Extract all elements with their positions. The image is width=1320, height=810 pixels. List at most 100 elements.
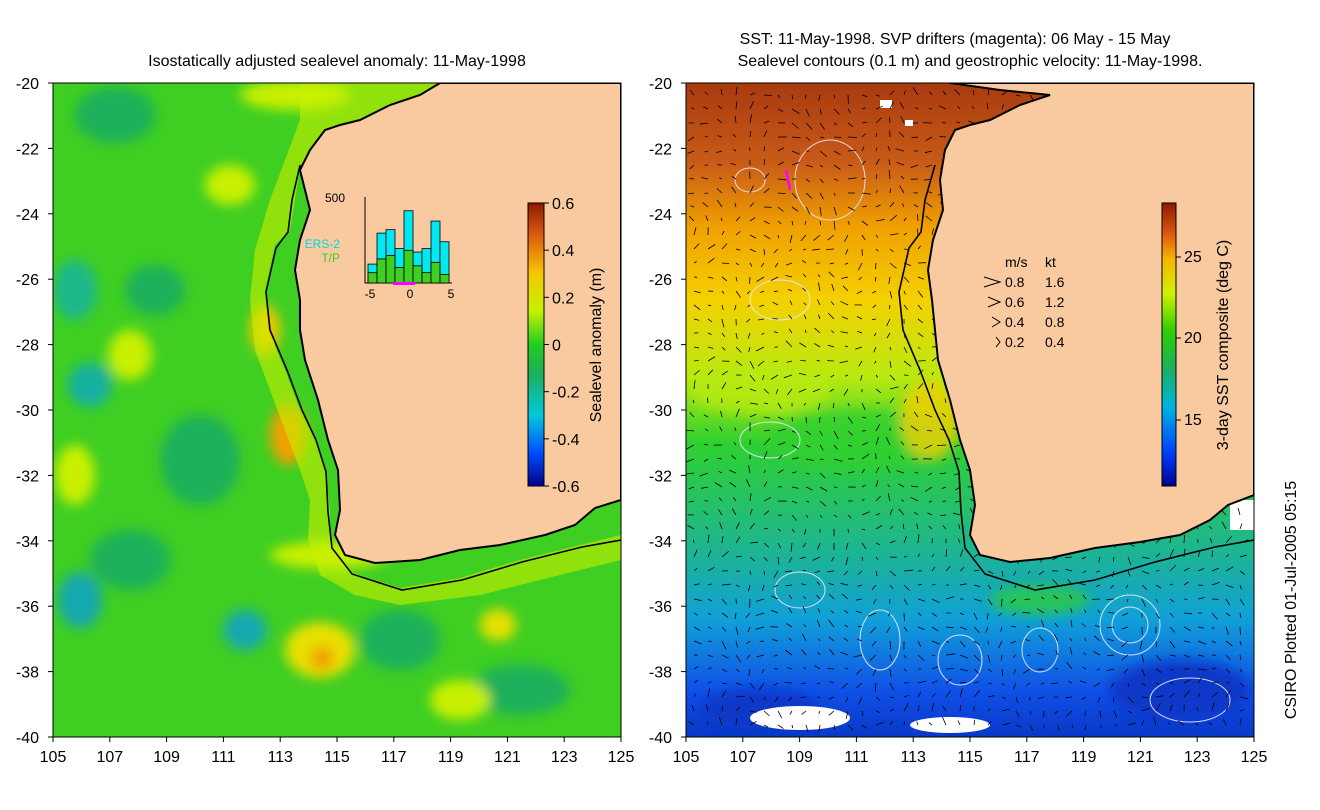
velocity-arrow [1121, 654, 1129, 661]
velocity-arrow [791, 192, 798, 199]
velocity-arrow [924, 414, 933, 418]
velocity-arrow [968, 120, 975, 124]
velocity-arrow [875, 374, 879, 378]
velocity-arrow [763, 438, 771, 446]
sst-tick-20: 20 [1184, 330, 1202, 347]
velocity-arrow [938, 105, 947, 110]
velocity-arrow [1107, 638, 1115, 642]
velocity-arrow [875, 174, 878, 180]
velocity-arrow [844, 624, 849, 628]
velocity-arrow [871, 584, 877, 590]
velocity-arrow [707, 667, 713, 670]
velocity-arrow [704, 192, 709, 194]
velocity-arrow [917, 228, 919, 236]
velocity-arrow [686, 444, 695, 450]
velocity-arrow [800, 234, 807, 242]
velocity-arrow [895, 148, 905, 152]
velocity-arrow [1053, 634, 1059, 642]
velocity-arrow [791, 94, 794, 100]
velocity-arrow [1093, 651, 1101, 656]
velocity-arrow [833, 108, 840, 115]
velocity-arrow [773, 331, 779, 334]
velocity-arrow [1211, 667, 1217, 670]
velocity-arrow [1010, 640, 1017, 644]
velocity-arrow [1196, 707, 1199, 712]
velocity-arrow [699, 472, 709, 477]
velocity-arrow [828, 271, 835, 278]
velocity-arrow [717, 105, 723, 110]
velocity-arrow [1239, 717, 1242, 726]
velocity-arrow [731, 175, 737, 180]
velocity-arrow [973, 681, 980, 684]
velocity-arrow [689, 412, 695, 418]
velocity-arrow [786, 623, 793, 628]
velocity-arrow [973, 612, 978, 620]
velocity-arrow [899, 101, 905, 110]
velocity-arrow [833, 94, 836, 99]
velocity-arrow [1013, 570, 1017, 576]
velocity-arrow [693, 346, 700, 349]
velocity-arrow [786, 262, 793, 266]
velocity-arrow [1169, 626, 1176, 633]
velocity-arrow [788, 289, 793, 292]
velocity-arrow [816, 359, 821, 362]
velocity-arrow [987, 584, 992, 590]
velocity-arrow [749, 508, 753, 516]
velocity-arrow [805, 458, 815, 461]
velocity-arrow [1141, 584, 1148, 591]
velocity-arrow [777, 542, 782, 549]
velocity-arrow [917, 583, 922, 586]
velocity-arrow [1038, 570, 1045, 576]
velocity-arrow [926, 430, 933, 432]
velocity-arrow [902, 523, 905, 530]
velocity-legend-ms: 0.4 [1005, 314, 1025, 330]
velocity-arrow [959, 612, 964, 616]
lat-tick-label: -24 [16, 207, 39, 224]
velocity-arrow [1043, 724, 1046, 729]
velocity-arrow [844, 262, 849, 265]
velocity-arrow [773, 248, 779, 254]
velocity-arrow [721, 370, 728, 376]
velocity-arrow [875, 189, 878, 194]
velocity-arrow [746, 290, 751, 295]
velocity-arrow [1155, 695, 1164, 698]
velocity-arrow [735, 584, 740, 587]
velocity-arrow [833, 458, 843, 462]
lon-tick-label: 115 [957, 749, 983, 766]
velocity-arrow [734, 304, 737, 311]
velocity-arrow [875, 721, 884, 726]
velocity-arrow [917, 680, 927, 684]
velocity-arrow [875, 133, 878, 138]
velocity-arrow [1225, 690, 1232, 698]
velocity-arrow [887, 146, 891, 152]
velocity-arrow [719, 177, 723, 180]
velocity-arrow [819, 108, 822, 115]
velocity-arrow [757, 360, 765, 367]
velocity-arrow [855, 598, 863, 601]
velocity-arrow [903, 721, 905, 726]
velocity-arrow [735, 706, 741, 712]
velocity-arrow [691, 705, 695, 712]
velocity-arrow [763, 94, 772, 96]
velocity-arrow [801, 583, 807, 586]
velocity-arrow [830, 610, 835, 614]
velocity-arrow [833, 486, 838, 488]
velocity-arrow [1065, 568, 1073, 572]
velocity-arrow [917, 213, 919, 222]
velocity-arrow [857, 330, 863, 334]
velocity-legend-header-kt: kt [1045, 254, 1056, 270]
velocity-legend-kt: 1.6 [1045, 274, 1065, 290]
velocity-arrow [763, 469, 766, 474]
velocity-arrow [945, 668, 954, 670]
velocity-arrow [819, 416, 821, 423]
velocity-arrow [1239, 682, 1245, 688]
velocity-arrow [1015, 710, 1020, 717]
velocity-arrow [1183, 640, 1191, 643]
lon-tick-label: 117 [1014, 749, 1040, 766]
velocity-arrow [903, 584, 910, 591]
velocity-arrow [833, 416, 836, 423]
velocity-arrow [748, 346, 751, 353]
velocity-arrow [867, 612, 877, 617]
velocity-arrow [763, 120, 770, 124]
velocity-arrow [801, 259, 807, 264]
